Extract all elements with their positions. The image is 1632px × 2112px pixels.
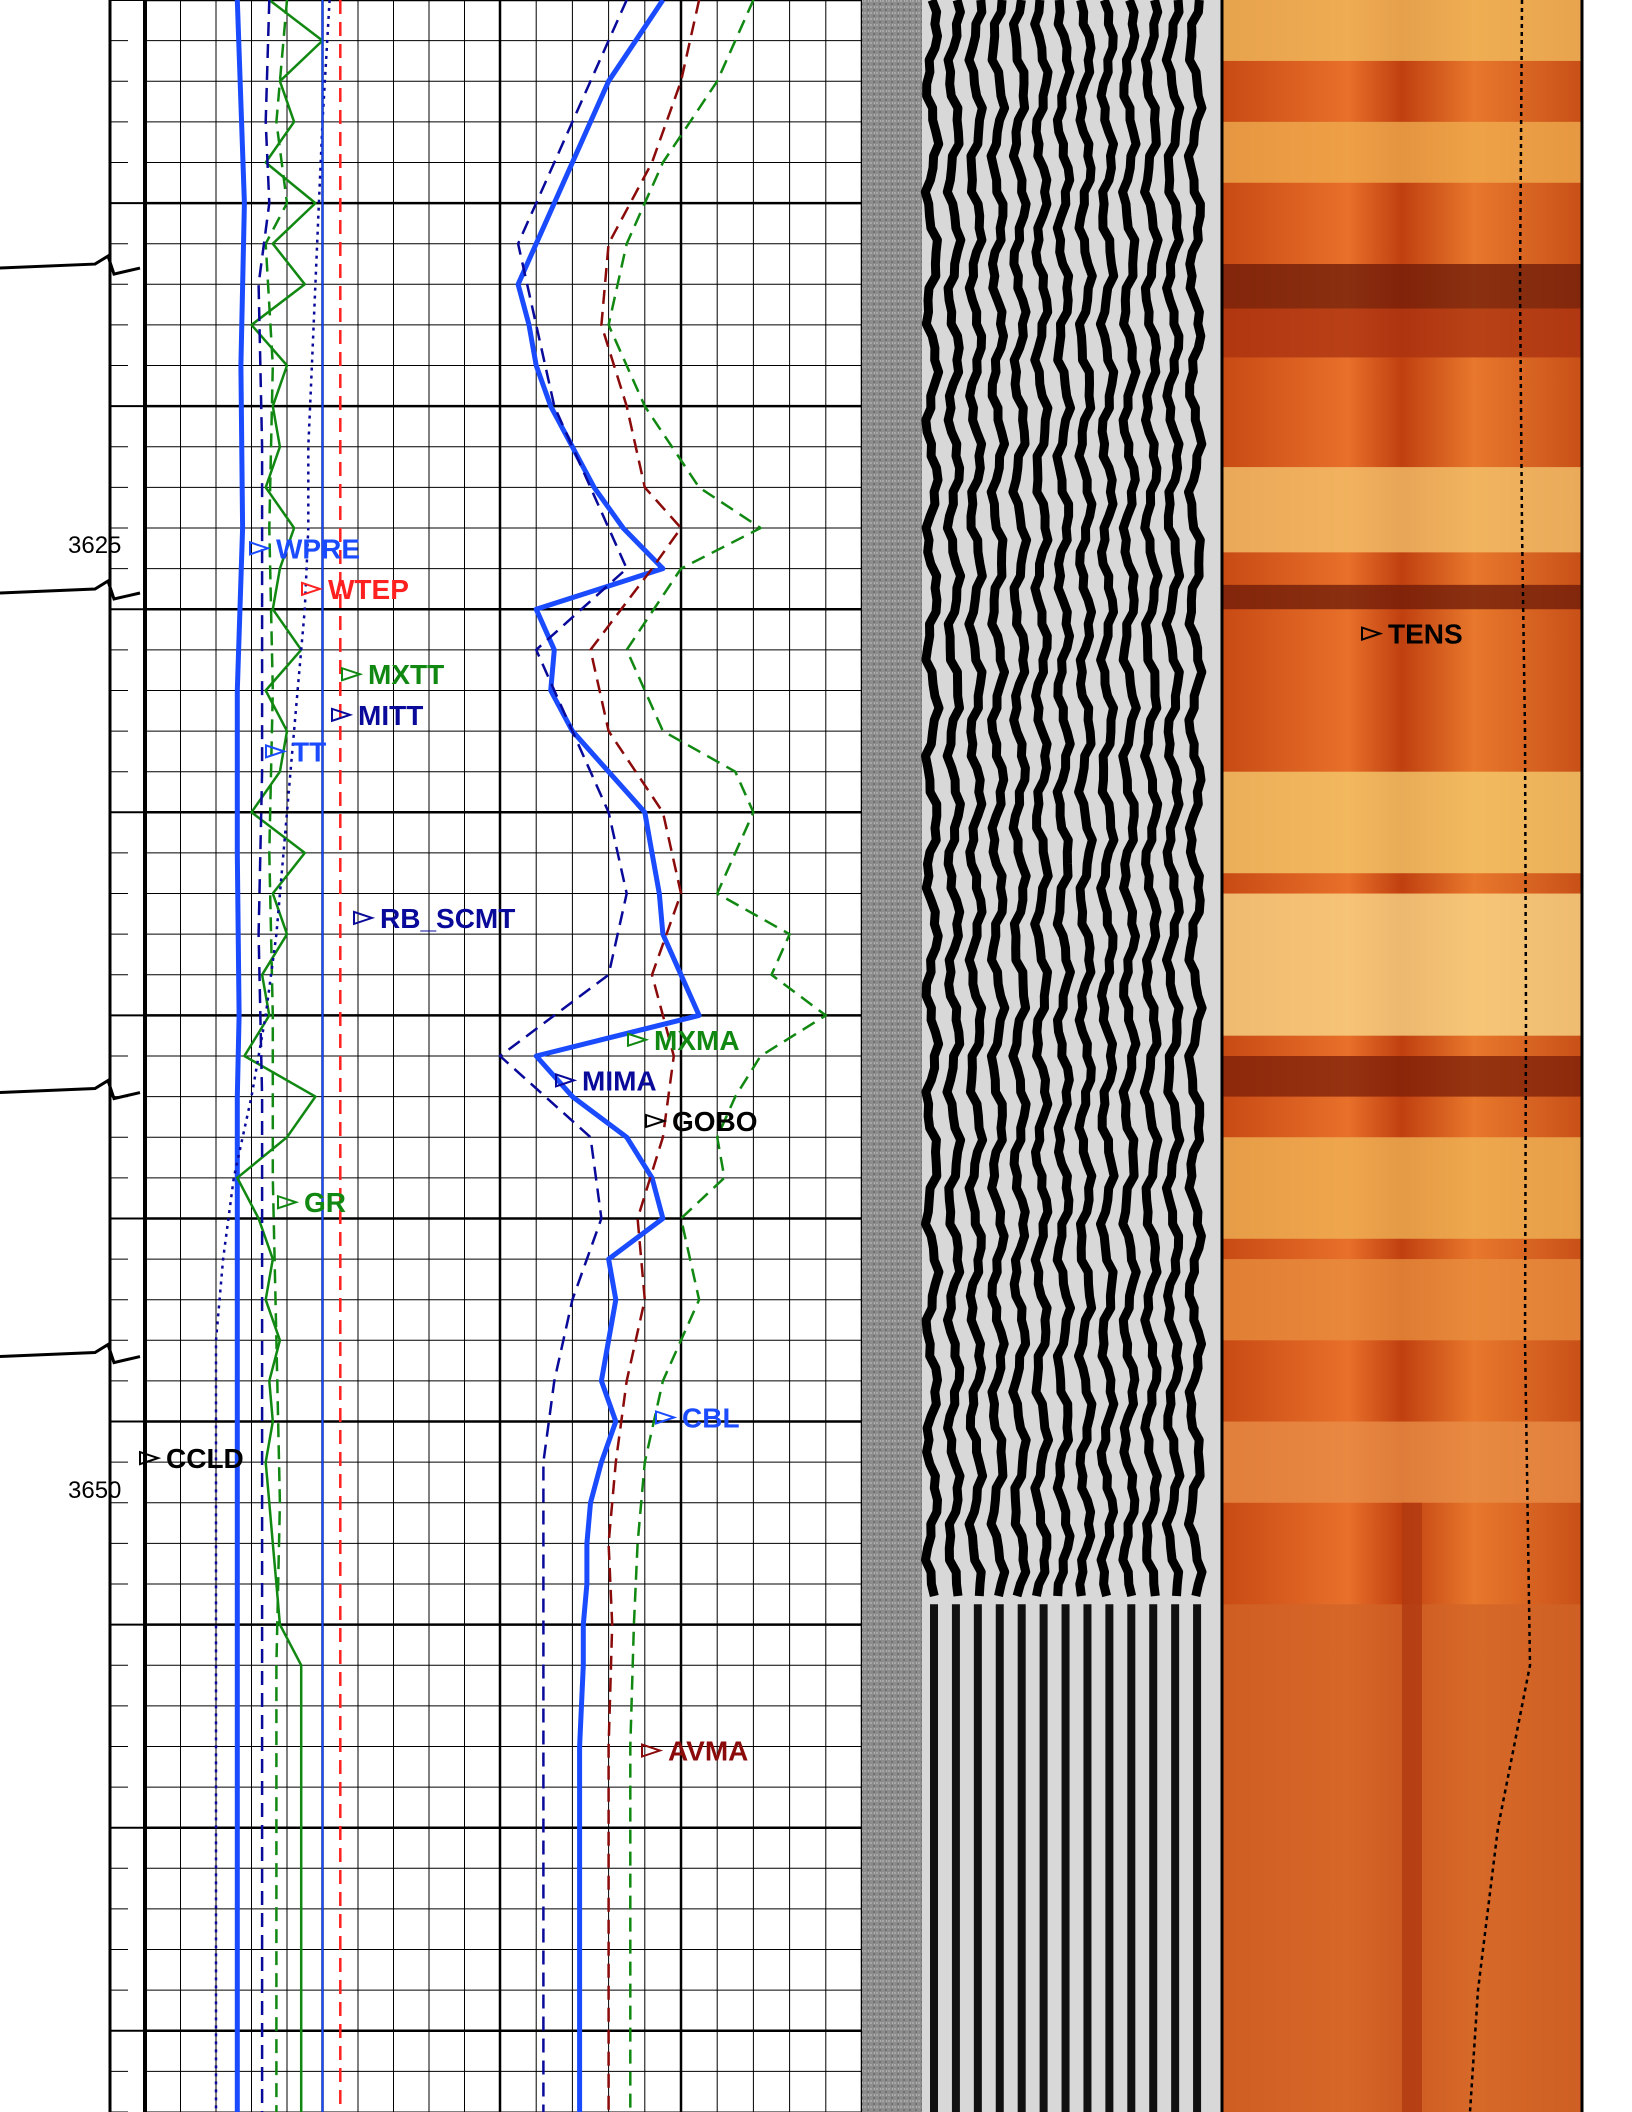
- curve-label-gr: GR: [304, 1187, 346, 1218]
- depth-label-3650: 3650: [68, 1477, 121, 1504]
- heatmap-band: [1222, 0, 1582, 61]
- curve-label-mima: MIMA: [582, 1065, 657, 1096]
- label-arrow: [1361, 626, 1384, 641]
- vdl-wave: [1074, 0, 1097, 1597]
- label-arrow: [277, 1194, 300, 1210]
- label-arrow: [655, 1410, 678, 1425]
- noise-strip: [862, 0, 922, 2112]
- heatmap-streak: [1402, 1502, 1422, 2112]
- curve-tt: [234, 0, 247, 2112]
- curve-label-mxma: MXMA: [654, 1025, 740, 1056]
- depth-label-3625: 3625: [68, 532, 121, 559]
- curve-label-tens: TENS: [1388, 619, 1463, 650]
- vdl-wave: [964, 0, 988, 1597]
- heatmap-band: [1222, 121, 1582, 183]
- label-arrow: [301, 581, 324, 597]
- curve-label-tt: TT: [292, 736, 326, 767]
- collar-marker: [0, 578, 141, 601]
- label-arrow: [555, 1072, 578, 1088]
- curve-label-wpre: WPRE: [276, 533, 360, 564]
- image-tracks: [862, 0, 1584, 2112]
- label-arrow: [353, 910, 376, 926]
- log-curves: [0, 0, 828, 2112]
- curve-ccld: [214, 0, 331, 2112]
- label-arrow: [641, 1743, 664, 1758]
- curve-label-wtep: WTEP: [328, 574, 409, 605]
- vdl-wave: [942, 0, 966, 1597]
- log-grid: [108, 0, 864, 2112]
- vdl-wave: [1095, 0, 1119, 1598]
- heatmap-band: [1222, 771, 1582, 874]
- heatmap-band: [1222, 264, 1582, 309]
- label-arrow: [139, 1450, 162, 1466]
- vdl-wave: [1008, 0, 1032, 1598]
- curve-gr: [236, 0, 324, 2112]
- vdl-wave: [1161, 0, 1185, 1597]
- curve-label-rb_scmt: RB_SCMT: [380, 903, 515, 934]
- curve-label-cbl: CBL: [682, 1402, 740, 1433]
- collar-marker: [0, 253, 141, 276]
- label-arrow: [249, 540, 272, 556]
- vdl-wave: [986, 0, 1010, 1597]
- vdl-wave: [1139, 0, 1163, 1597]
- heatmap-band: [1222, 1137, 1582, 1239]
- vdl-wave: [1030, 0, 1053, 1597]
- vdl-wave: [1118, 0, 1141, 1598]
- curve-label-ccld: CCLD: [166, 1443, 244, 1474]
- curve-label-mxtt: MXTT: [368, 659, 444, 690]
- curve-label-mitt: MITT: [358, 700, 423, 731]
- label-arrow: [627, 1032, 650, 1048]
- curve-mxma: [607, 0, 828, 2112]
- heatmap-band: [1222, 1056, 1582, 1097]
- tens-curve: [1468, 0, 1532, 2112]
- curve-label-avma: AVMA: [668, 1736, 748, 1767]
- vdl-wave: [1183, 0, 1207, 1597]
- vdl-wave: [1052, 0, 1075, 1597]
- curve-mxtt: [264, 0, 289, 2112]
- heatmap-band: [1222, 893, 1582, 1036]
- label-arrow: [645, 1113, 668, 1129]
- label-arrow: [331, 707, 354, 723]
- curve-labels: 3625 3650 WPRE WTEP MXTT MITT TT RB_SCMT MXMA M…: [68, 532, 1463, 1767]
- label-arrow: [341, 666, 364, 682]
- heatmap-band: [1222, 308, 1582, 358]
- collar-marker: [0, 1078, 141, 1101]
- label-arrow: [265, 743, 288, 759]
- vdl-wave: [920, 0, 944, 1598]
- curve-mima: [498, 0, 628, 2112]
- heatmap-band: [1222, 1259, 1582, 1341]
- curve-cbl: [515, 0, 702, 2112]
- collar-marker: [0, 1342, 141, 1365]
- heatmap-band: [1222, 584, 1582, 610]
- curve-label-gobo: GOBO: [672, 1106, 758, 1137]
- heatmap-band: [1222, 467, 1582, 553]
- heatmap-band: [1222, 1421, 1582, 1503]
